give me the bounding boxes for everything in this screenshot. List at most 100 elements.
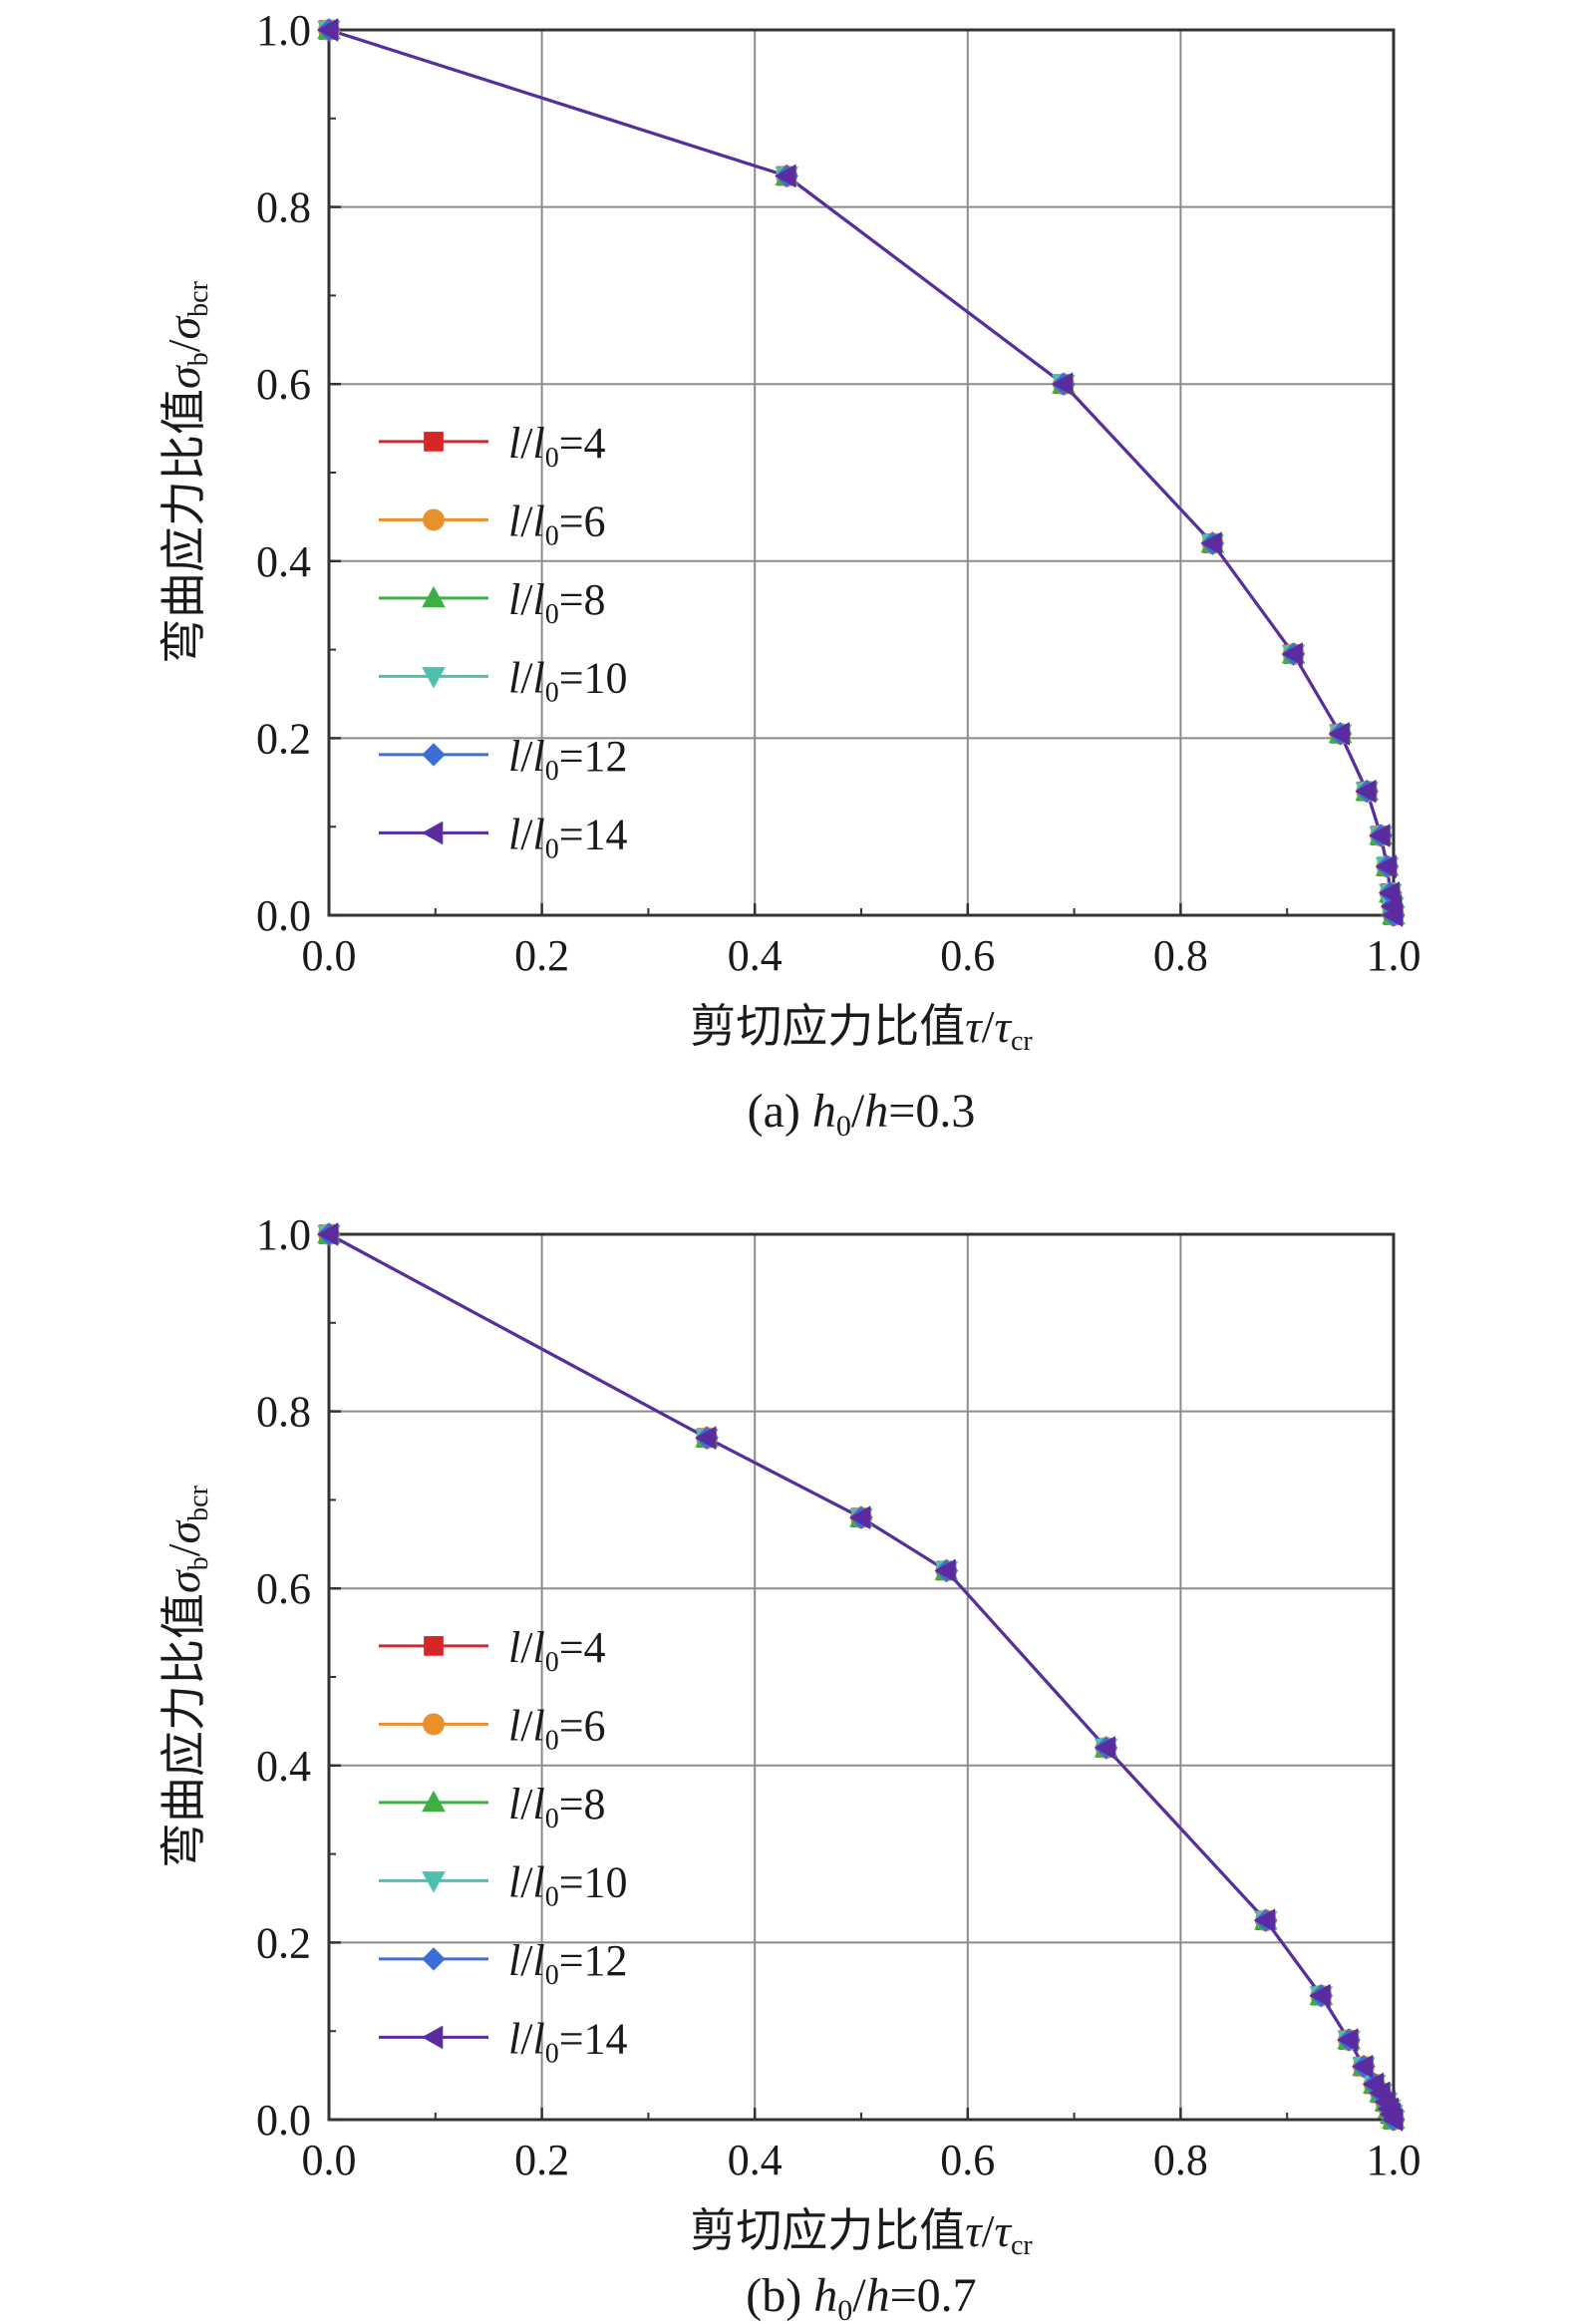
series-line-3 [328,28,1396,916]
legend-marker [422,743,446,767]
series-marker-5 [1281,642,1303,666]
x-tick-label: 0.2 [514,931,569,980]
legend-a: l/l0=4 l/l0=6 l/l0=8 l/l0=10 l/l0=12 l/l0=14 [379,419,628,864]
x-tick-label: 0.0 [302,931,357,980]
grid-b [329,1234,1394,2120]
legend-marker [421,2025,444,2050]
x-tick-label: 0.8 [1153,931,1208,980]
series-line-5 [328,28,1396,916]
panel-a: 0.0 0.2 0.4 0.6 0.8 1.0 0.0 0.2 0.4 0.6 0.8 1.0 l/… [158,6,1421,1143]
y-axis-label-a: 弯曲应力比值σb/σbcr [158,280,214,664]
legend-label: l/l0=4 [508,1623,606,1678]
y-tick-label: 0.6 [256,360,311,409]
series-marker-5 [1378,880,1401,905]
plot-frame-a [327,28,1396,917]
legend-item: l/l0=4 [379,1623,606,1678]
legend-item: l/l0=14 [379,2014,628,2069]
series-marker-5 [1309,1983,1331,2008]
x-ticks-a: 0.0 0.2 0.4 0.6 0.8 1.0 [302,903,1421,980]
series-marker-5 [695,1426,717,1451]
series-marker-5 [1253,1908,1276,1933]
legend-label: l/l0=8 [508,1780,606,1834]
legend-label: l/l0=6 [508,1701,606,1756]
legend-item: l/l0=4 [379,419,606,474]
legend-marker [424,432,444,452]
series-marker-5 [1337,2028,1359,2052]
series-marker-5 [934,1558,956,1583]
series-a [316,17,1406,928]
legend-label: l/l0=10 [508,1857,628,1912]
legend-item: l/l0=8 [379,1780,606,1834]
x-tick-label: 0.6 [940,2136,995,2184]
y-tick-label: 0.2 [256,1918,311,1967]
x-tick-label: 0.4 [728,2136,783,2184]
legend-label: l/l0=8 [508,575,606,630]
series-line-2 [328,1232,1396,2121]
legend-item: l/l0=10 [379,653,628,708]
y-ticks-a: 0.0 0.2 0.4 0.6 0.8 1.0 [256,6,341,940]
legend-item: l/l0=14 [379,810,628,864]
series-line-5 [328,1232,1396,2121]
panel-b: 0.0 0.2 0.4 0.6 0.8 1.0 0.0 0.2 0.4 0.6 0.8 1.0 l/… [158,1210,1421,2324]
legend-marker [424,1636,444,1656]
legend-label: l/l0=12 [508,1936,628,1991]
series-line-0 [328,28,1396,916]
y-tick-label: 0.4 [256,1742,311,1791]
legend-label: l/l0=4 [508,419,606,474]
x-tick-label: 0.2 [514,2136,569,2184]
legend-label: l/l0=10 [508,653,628,708]
legend-label: l/l0=6 [508,497,606,551]
series-marker-5 [1352,2054,1374,2079]
y-ticks-b: 0.0 0.2 0.4 0.6 0.8 1.0 [256,1210,341,2145]
legend-marker [422,585,446,608]
series-line-3 [328,1232,1396,2121]
legend-label: l/l0=14 [508,2014,628,2069]
legend-marker [422,1871,446,1893]
series-marker-5 [1355,779,1377,804]
legend-item: l/l0=6 [379,497,606,551]
legend-marker [422,667,446,689]
x-axis-label-b: 剪切应力比值τ/τcr [690,2205,1033,2261]
legend-item: l/l0=12 [379,732,628,787]
series-marker-5 [1051,372,1074,397]
legend-marker [422,1947,446,1971]
series-marker-5 [1381,903,1404,927]
x-tick-label: 1.0 [1367,2136,1421,2184]
legend-label: l/l0=12 [508,732,628,787]
legend-b: l/l0=4 l/l0=6 l/l0=8 l/l0=10 l/l0=12 l/l0=14 [379,1623,628,2069]
series-line-1 [328,28,1396,916]
series-marker-5 [1375,854,1397,879]
series-line-0 [328,1232,1396,2121]
legend-item: l/l0=8 [379,575,606,630]
panel-caption-a: (a) h0/h=0.3 [748,1085,976,1143]
x-tick-label: 0.4 [728,931,783,980]
y-tick-label: 0.0 [256,2096,311,2145]
series-marker-5 [775,164,796,188]
series-marker-5 [1381,2108,1404,2132]
x-axis-label-a: 剪切应力比值τ/τcr [690,1001,1033,1057]
x-tick-label: 0.0 [302,2136,357,2184]
series-marker-5 [848,1505,871,1530]
plot-frame-b [327,1232,1396,2122]
grid-a [329,30,1394,915]
series-line-1 [328,1232,1396,2121]
legend-label: l/l0=14 [508,810,628,864]
series-line-4 [328,28,1396,916]
series-marker-5 [1369,824,1391,847]
y-tick-label: 1.0 [256,1210,311,1259]
y-tick-label: 1.0 [256,6,311,55]
series-line-4 [328,1232,1396,2121]
x-tick-label: 0.8 [1153,2136,1208,2184]
series-marker-5 [1328,722,1350,746]
y-tick-label: 0.0 [256,891,311,940]
legend-item: l/l0=6 [379,1701,606,1756]
legend-item: l/l0=12 [379,1936,628,1991]
y-tick-label: 0.6 [256,1564,311,1613]
panel-caption-b: (b) h0/h=0.7 [746,2269,976,2324]
x-tick-label: 0.6 [940,931,995,980]
legend-marker [423,508,445,531]
series-b [316,1221,1406,2133]
y-tick-label: 0.8 [256,1388,311,1437]
legend-marker [421,821,444,845]
